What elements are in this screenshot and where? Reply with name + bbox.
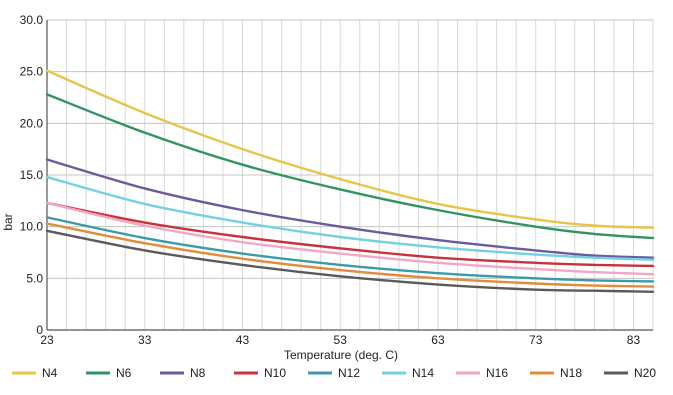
y-tick-label: 5.0: [26, 271, 43, 285]
legend-label-n20: N20: [634, 366, 656, 380]
legend-label-n6: N6: [116, 366, 132, 380]
x-tick-label: 43: [236, 333, 250, 347]
legend-label-n16: N16: [486, 366, 508, 380]
y-axis-label: bar: [1, 213, 15, 230]
y-tick-label: 10.0: [20, 220, 44, 234]
series-line-n4: [45, 69, 655, 229]
tick-labels: 0 5.0 10.0 15.0 20.0 25.0 30.0 23 33 43 53 63 73 83: [20, 13, 641, 347]
y-tick-label: 0: [36, 323, 43, 337]
x-tick-label: 63: [431, 333, 445, 347]
y-tick-label: 15.0: [20, 168, 44, 182]
series-lines: [45, 69, 655, 293]
x-tick-label: 23: [40, 333, 54, 347]
series-line-n18: [45, 222, 655, 288]
y-tick-label: 25.0: [20, 65, 44, 79]
series-line-n10: [45, 201, 655, 268]
legend-label-n10: N10: [264, 366, 286, 380]
legend-label-n8: N8: [190, 366, 206, 380]
series-line-n20: [45, 229, 655, 293]
legend-label-n12: N12: [338, 366, 360, 380]
x-tick-label: 73: [529, 333, 543, 347]
x-tick-label: 83: [627, 333, 641, 347]
series-line-n14: [45, 175, 655, 261]
x-tick-label: 33: [138, 333, 152, 347]
x-axis-label: Temperature (deg. C): [284, 348, 398, 362]
series-line-n16: [45, 201, 655, 276]
legend-label-n14: N14: [412, 366, 434, 380]
legend-label-n18: N18: [560, 366, 582, 380]
legend: N4 N6 N8 N10 N12 N14 N16 N18 N20: [12, 366, 656, 380]
legend-label-n4: N4: [42, 366, 58, 380]
y-tick-label: 30.0: [20, 13, 44, 27]
series-line-n8: [45, 158, 655, 259]
series-line-n12: [45, 216, 655, 283]
series-line-n6: [45, 93, 655, 240]
y-tick-label: 20.0: [20, 116, 44, 130]
x-tick-label: 53: [334, 333, 348, 347]
